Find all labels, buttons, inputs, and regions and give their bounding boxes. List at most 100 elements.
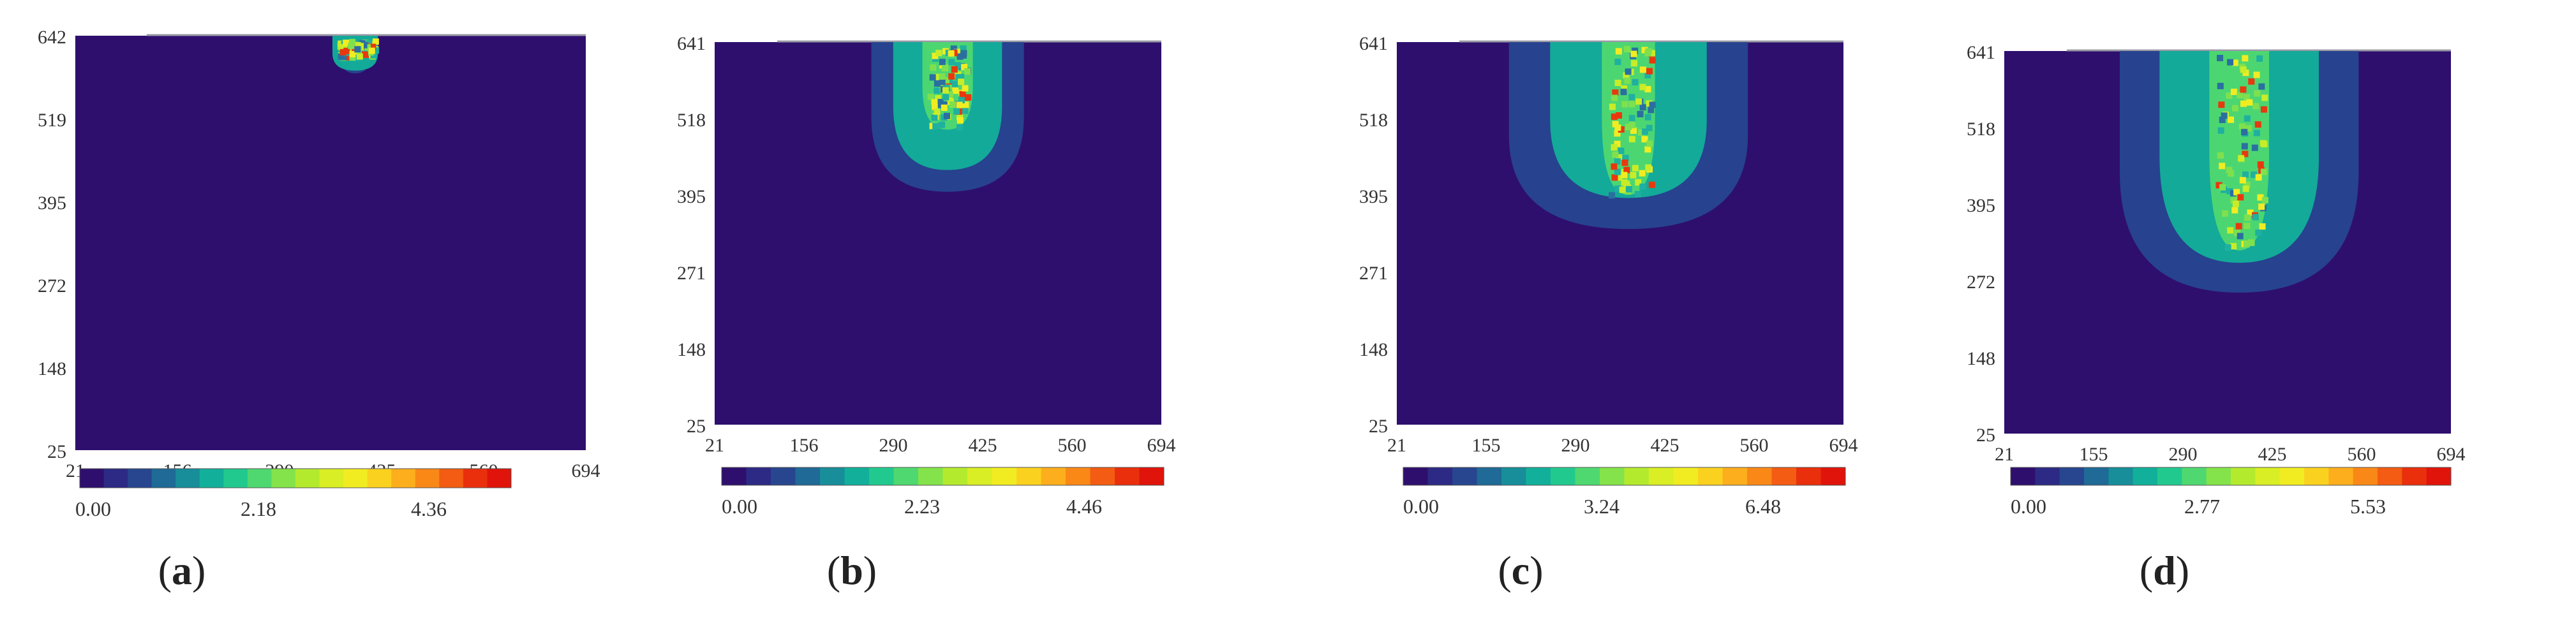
- core-cell: [1614, 59, 1621, 66]
- core-cell: [2257, 161, 2264, 168]
- core-cell: [2261, 141, 2268, 148]
- colorbar-tick-label: 4.46: [1066, 495, 1102, 518]
- colorbar-swatch: [771, 467, 796, 485]
- core-cell: [962, 107, 969, 114]
- core-cell: [1621, 85, 1628, 92]
- colorbar-swatch: [2011, 467, 2036, 485]
- core-cell: [1641, 136, 1648, 143]
- y-tick-label: 25: [1369, 416, 1388, 437]
- core-cell: [364, 44, 371, 51]
- core-cell: [1625, 186, 1632, 193]
- core-cell: [2251, 144, 2258, 151]
- core-cell: [1625, 124, 1632, 131]
- x-tick-label: 290: [2169, 444, 2198, 465]
- core-cell: [2260, 168, 2267, 175]
- colorbar-swatch: [1016, 467, 1041, 485]
- core-cell: [356, 53, 363, 60]
- y-tick-label: 148: [38, 358, 66, 379]
- core-cell: [2254, 121, 2261, 128]
- core-cell: [930, 64, 937, 71]
- core-cell: [929, 74, 936, 81]
- core-cell: [1637, 110, 1644, 117]
- core-cell: [951, 66, 958, 73]
- core-cell: [2241, 143, 2248, 150]
- colorbar-tick-label: 5.53: [2350, 495, 2386, 518]
- core-cell: [368, 47, 375, 54]
- colorbar-swatch: [1477, 467, 1502, 485]
- colorbar-swatch: [319, 469, 344, 488]
- colorbar-swatch: [1066, 467, 1091, 485]
- core-cell: [372, 38, 379, 45]
- core-cell: [1649, 101, 1656, 108]
- colorbar-frame: [79, 468, 512, 488]
- colorbar-frame: [721, 467, 1165, 486]
- core-cell: [932, 52, 939, 59]
- core-cell: [939, 78, 946, 85]
- core-cell: [934, 80, 941, 87]
- colorbar-swatch: [128, 469, 153, 488]
- core-cell: [2219, 117, 2226, 124]
- core-cell: [1621, 101, 1628, 108]
- y-tick-label: 25: [687, 416, 706, 437]
- colorbar-swatch: [1600, 467, 1625, 485]
- core-cell: [2226, 187, 2233, 194]
- colorbar-swatch: [2059, 467, 2085, 485]
- core-cell: [948, 73, 955, 80]
- panel-caption: (c): [1498, 548, 1544, 593]
- core-cell: [1634, 191, 1641, 198]
- x-tick-label: 560: [1740, 435, 1769, 456]
- x-tick-label: 694: [1147, 435, 1176, 456]
- core-cell: [1608, 192, 1615, 199]
- core-cell: [2251, 171, 2258, 178]
- core-cell: [2215, 182, 2222, 189]
- core-cell: [1614, 140, 1621, 147]
- panel-caption-letter: d: [2153, 548, 2176, 593]
- core-cell: [2256, 55, 2263, 62]
- core-cell: [932, 122, 939, 129]
- core-cell: [2244, 214, 2251, 221]
- x-tick-label: 21: [1387, 435, 1406, 456]
- core-cell: [958, 78, 965, 85]
- y-tick-label: 271: [1359, 263, 1388, 284]
- core-cell: [1614, 124, 1621, 131]
- colorbar-swatch: [2378, 467, 2402, 485]
- core-cell: [962, 101, 969, 108]
- colorbar-swatch: [1575, 467, 1600, 485]
- colorbar-swatch: [992, 467, 1017, 485]
- core-cell: [2246, 99, 2253, 106]
- colorbar-swatch: [1403, 467, 1428, 485]
- y-tick-label: 518: [1359, 110, 1388, 131]
- core-cell: [935, 95, 942, 102]
- core-cell: [931, 99, 938, 106]
- core-cell: [2259, 223, 2266, 230]
- colorbar-swatch: [1090, 467, 1115, 485]
- core-cell: [2224, 244, 2231, 251]
- core-cell: [2230, 243, 2237, 250]
- panel-c: 641 518 395 271 148 25 21 155 290 425 560 694 0.00 3.…: [1323, 0, 1961, 637]
- x-tick-label: 694: [572, 460, 600, 481]
- core-cell: [1624, 77, 1631, 84]
- panel-caption: (a): [158, 548, 206, 593]
- core-cell: [1646, 124, 1653, 131]
- core-cell: [2230, 190, 2237, 197]
- colorbar-swatch: [343, 469, 368, 488]
- panel-caption-letter: c: [1511, 548, 1530, 593]
- colorbar-swatch: [1041, 467, 1066, 485]
- panel-caption-letter: a: [172, 548, 192, 593]
- core-cell: [338, 53, 345, 60]
- core-cell: [946, 77, 953, 84]
- colorbar-tick-label: 0.00: [75, 497, 111, 520]
- core-cell: [931, 103, 938, 110]
- core-cell: [1609, 103, 1616, 110]
- colorbar-swatch: [1427, 467, 1453, 485]
- core-cell: [1641, 128, 1648, 135]
- core-cell: [955, 74, 962, 81]
- core-cell: [2241, 129, 2248, 136]
- y-tick-label: 395: [677, 186, 706, 207]
- core-cell: [1614, 80, 1621, 87]
- colorbar-tick-label: 2.18: [241, 497, 276, 520]
- core-cell: [1611, 163, 1618, 170]
- core-cell: [1619, 186, 1626, 193]
- x-tick-label: 694: [1829, 435, 1858, 456]
- core-cell: [2242, 55, 2249, 62]
